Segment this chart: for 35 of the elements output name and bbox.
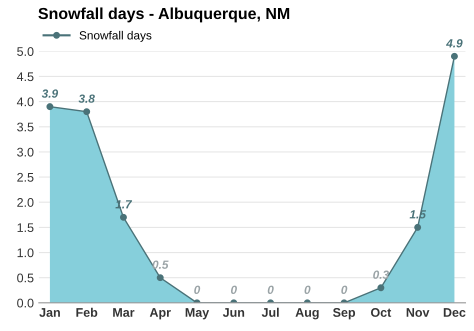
y-tick-label: 1.5 — [18, 223, 34, 232]
data-label: 0 — [194, 286, 200, 294]
data-label: 3.8 — [78, 94, 95, 103]
y-tick-label: 0.0 — [17, 298, 34, 308]
y-tick-label: 3.5 — [17, 122, 34, 132]
data-label: 0.5 — [152, 260, 169, 269]
data-label: 0.3 — [373, 270, 389, 279]
x-tick-label: Aug — [295, 308, 319, 320]
y-tick-label: 3.0 — [17, 148, 34, 157]
data-label: 0 — [268, 286, 274, 294]
x-tick-label: Dec — [444, 308, 466, 317]
x-tick-label: Apr — [150, 308, 171, 320]
y-tick-label: 1.0 — [18, 248, 34, 258]
x-tick-label: Jun — [222, 308, 244, 317]
x-tick-label: Mar — [113, 308, 134, 317]
y-tick-label: 2.0 — [17, 198, 34, 207]
data-label: 3.9 — [42, 89, 58, 98]
y-tick-label: 5.0 — [17, 47, 34, 56]
data-label: 0 — [230, 286, 237, 294]
x-tick-label: Sep — [333, 308, 356, 320]
legend-label: Snowfall days — [80, 30, 152, 42]
x-tick-label: Jan — [39, 308, 60, 317]
y-tick-label: 0.5 — [17, 274, 34, 282]
data-label: 0 — [304, 286, 310, 294]
y-tick-label: 2.5 — [17, 172, 34, 182]
x-tick-label: Jul — [262, 308, 279, 317]
x-tick-label: May — [186, 308, 210, 320]
x-tick-label: Feb — [76, 308, 98, 317]
chart-title: Snowfall days - Albuquerque, NM — [38, 7, 290, 22]
x-tick-label: Nov — [406, 308, 430, 317]
data-label: 4.9 — [446, 39, 463, 48]
y-tick-label: 4.5 — [16, 72, 34, 82]
y-tick-label: 4.0 — [16, 97, 34, 106]
data-label: 0 — [341, 286, 348, 294]
x-tick-label: Oct — [370, 308, 392, 317]
